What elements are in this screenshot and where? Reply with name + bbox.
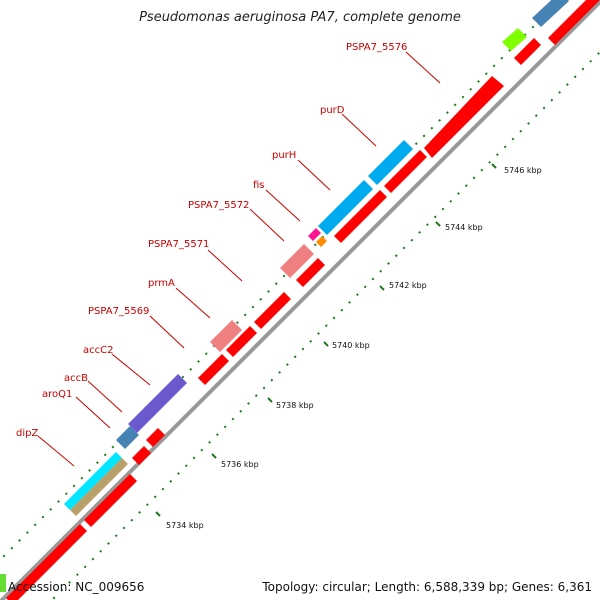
cds-feature[interactable] (548, 0, 600, 45)
gene-label-purd[interactable]: purD (320, 105, 345, 116)
gene-label-accb[interactable]: accB (64, 373, 88, 384)
gene-label-pspa7-5572[interactable]: PSPA7_5572 (188, 200, 249, 211)
cds-feature[interactable] (144, 374, 187, 417)
scale-tick-label: 5744 kbp (445, 223, 483, 232)
cds-feature[interactable] (514, 38, 541, 65)
scale-tick-label: 5740 kbp (332, 341, 370, 350)
gene-label-prma[interactable]: prmA (148, 278, 175, 289)
gc-skew-track-outer (0, 0, 561, 562)
cds-feature[interactable] (532, 0, 569, 27)
scale-tick-label: 5734 kbp (166, 521, 204, 530)
scale-tick-label: 5742 kbp (389, 281, 427, 290)
legend-marker (0, 574, 6, 592)
scale-track: 5734 kbp 5736 kbp 5738 kbp 5740 kbp 5742… (155, 163, 542, 530)
cds-feature[interactable] (132, 446, 151, 465)
gene-label-accc2[interactable]: accC2 (83, 345, 113, 356)
cds-feature[interactable] (128, 406, 155, 433)
cds-forward-row (64, 0, 569, 516)
cds-feature[interactable] (318, 180, 373, 235)
cds-feature[interactable] (280, 244, 314, 278)
cds-feature[interactable] (84, 474, 137, 527)
cds-feature[interactable] (226, 326, 257, 357)
genome-summary: Topology: circular; Length: 6,588,339 bp… (262, 580, 592, 594)
cds-feature[interactable] (210, 320, 242, 352)
label-leaders (37, 51, 441, 467)
cds-feature[interactable] (116, 426, 139, 449)
cds-feature[interactable] (308, 228, 321, 241)
gene-label-fis[interactable]: fis (253, 180, 265, 191)
cds-feature[interactable] (254, 292, 291, 329)
gene-label-dipz[interactable]: dipZ (16, 428, 38, 439)
cds-feature[interactable] (424, 76, 504, 158)
cds-feature[interactable] (146, 428, 165, 447)
cds-reverse-row (6, 0, 600, 600)
cds-feature[interactable] (198, 354, 229, 385)
gene-label-pspa7-5576[interactable]: PSPA7_5576 (346, 42, 407, 53)
scale-tick-label: 5738 kbp (276, 401, 314, 410)
cds-feature[interactable] (316, 236, 327, 247)
scale-tick-label: 5746 kbp (504, 166, 542, 175)
gene-label-pspa7-5569[interactable]: PSPA7_5569 (88, 306, 149, 317)
cds-feature[interactable] (70, 458, 128, 516)
cds-feature[interactable] (384, 150, 427, 193)
gene-label-purh[interactable]: purH (272, 150, 296, 161)
cds-feature[interactable] (296, 258, 325, 287)
gene-labels: dipZ aroQ1 accB accC2 PSPA7_5569 prmA PS… (16, 42, 407, 439)
scale-tick-label: 5736 kbp (221, 460, 259, 469)
cds-feature[interactable] (6, 524, 87, 600)
cds-feature[interactable] (334, 190, 387, 243)
accession-label: Accession: NC_009656 (8, 580, 145, 594)
gene-label-aroq1[interactable]: aroQ1 (42, 389, 72, 400)
map-title: Pseudomonas aeruginosa PA7, complete gen… (139, 10, 461, 25)
cds-feature[interactable] (368, 140, 413, 185)
gene-label-pspa7-5571[interactable]: PSPA7_5571 (148, 239, 209, 250)
cds-feature[interactable] (502, 28, 527, 51)
cds-feature[interactable] (64, 452, 122, 510)
gc-skew-track-inner (50, 50, 600, 600)
